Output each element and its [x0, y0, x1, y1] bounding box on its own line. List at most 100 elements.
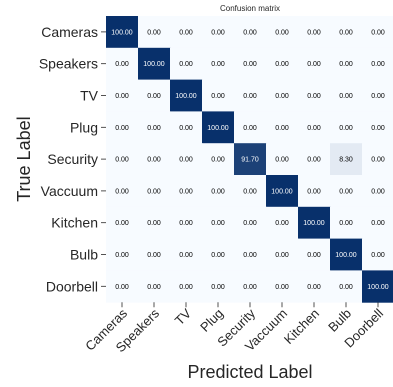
cell-value-label: 0.00 [179, 188, 193, 195]
cell-value-label: 0.00 [115, 157, 129, 164]
cell-value-label: 0.00 [211, 157, 225, 164]
heatmap-cell [234, 270, 267, 303]
heatmap-cell [330, 111, 363, 144]
heatmap-cell [202, 79, 235, 112]
heatmap-cell [362, 175, 393, 208]
heatmap-cell [138, 143, 171, 176]
heatmap-cell [266, 16, 299, 49]
heatmap-cell [234, 143, 267, 176]
cell-value-label: 0.00 [179, 125, 193, 132]
cell-value-label: 0.00 [147, 284, 161, 291]
cell-value-label: 0.00 [115, 188, 129, 195]
cell-value-label: 0.00 [243, 284, 257, 291]
heatmap-cell [234, 111, 267, 144]
heatmap-cell [330, 143, 363, 176]
y-tick-label: Vaccuum [41, 183, 98, 199]
heatmap-cell [170, 175, 203, 208]
heatmap-cell [362, 111, 393, 144]
cell-value-label: 0.00 [307, 125, 321, 132]
cell-value-label: 0.00 [147, 125, 161, 132]
cell-value-label: 0.00 [147, 157, 161, 164]
heatmap-cells [106, 16, 393, 303]
heatmap-cell [202, 143, 235, 176]
heatmap-cell [106, 206, 139, 240]
heatmap-cell [330, 175, 363, 208]
cell-value-label: 0.00 [211, 61, 225, 68]
y-tick-label: Security [47, 151, 98, 167]
y-tick-label: Speakers [39, 56, 98, 72]
heatmap-cell [106, 111, 139, 144]
heatmap-cell [362, 270, 393, 303]
heatmap-cell [298, 111, 331, 144]
heatmap-cell [106, 175, 139, 208]
heatmap-cell [266, 270, 299, 303]
cell-value-label: 0.00 [179, 220, 193, 227]
heatmap-cell [234, 238, 267, 271]
cell-value-label: 0.00 [307, 61, 321, 68]
heatmap-cell [138, 47, 171, 81]
cell-value-label: 100.00 [335, 252, 357, 259]
cell-value-label: 0.00 [179, 252, 193, 259]
heatmap-cell [106, 238, 139, 271]
heatmap-cell [298, 206, 331, 240]
heatmap-cell [138, 16, 171, 49]
heatmap-cell [330, 47, 363, 81]
heatmap-cell [202, 270, 235, 303]
cell-value-label: 0.00 [211, 220, 225, 227]
heatmap-cell [234, 16, 267, 49]
cell-value-label: 0.00 [275, 220, 289, 227]
heatmap-cell [266, 175, 299, 208]
heatmap-cell [362, 238, 393, 271]
heatmap-cell [202, 206, 235, 240]
heatmap-cell [266, 47, 299, 81]
heatmap-cell [170, 143, 203, 176]
cell-value-label: 0.00 [243, 93, 257, 100]
cell-value-label: 0.00 [339, 61, 353, 68]
cell-value-label: 0.00 [307, 157, 321, 164]
heatmap-cell [362, 16, 393, 49]
cell-value-label: 91.70 [241, 157, 259, 164]
heatmap-cell [138, 79, 171, 112]
heatmap-cell [266, 79, 299, 112]
heatmap-cell [138, 175, 171, 208]
cell-value-label: 0.00 [275, 125, 289, 132]
heatmap-cell [106, 143, 139, 176]
heatmap-cell [202, 111, 235, 144]
heatmap-cell [170, 111, 203, 144]
heatmap-cell [106, 270, 139, 303]
heatmap-cell [330, 16, 363, 49]
cell-value-label: 0.00 [339, 93, 353, 100]
cell-value-label: 0.00 [275, 29, 289, 36]
heatmap-cell [330, 79, 363, 112]
cell-value-label: 0.00 [179, 284, 193, 291]
y-tick-label: Bulb [70, 247, 98, 263]
heatmap-cell [202, 238, 235, 271]
y-tick-label: Kitchen [51, 215, 98, 231]
cell-value-label: 100.00 [207, 125, 229, 132]
heatmap-cell [138, 270, 171, 303]
cell-value-label: 0.00 [371, 252, 385, 259]
cell-value-label: 0.00 [275, 93, 289, 100]
heatmap-cell [266, 143, 299, 176]
heatmap-cell [170, 16, 203, 49]
cell-value-label: 8.30 [339, 157, 353, 164]
y-tick-label: Doorbell [46, 278, 98, 294]
y-tick-label: TV [80, 88, 99, 104]
cell-value-label: 0.00 [371, 125, 385, 132]
heatmap-cell [170, 79, 203, 112]
cell-value-label: 0.00 [307, 188, 321, 195]
cell-value-label: 0.00 [211, 252, 225, 259]
cell-value-label: 0.00 [275, 252, 289, 259]
heatmap-cell [138, 111, 171, 144]
cell-value-label: 0.00 [211, 93, 225, 100]
heatmap-cell [298, 143, 331, 176]
heatmap-cell [138, 206, 171, 240]
heatmap-value-labels: 100.00 0.00 0.00 0.00 0.00 0.00 0.00 0.00 0.00 0.… [111, 29, 389, 290]
heatmap-cell [106, 79, 139, 112]
cell-value-label: 0.00 [147, 93, 161, 100]
cell-value-label: 0.00 [179, 61, 193, 68]
cell-value-label: 100.00 [367, 284, 389, 291]
heatmap-cell [170, 238, 203, 271]
heatmap-cell [266, 206, 299, 240]
